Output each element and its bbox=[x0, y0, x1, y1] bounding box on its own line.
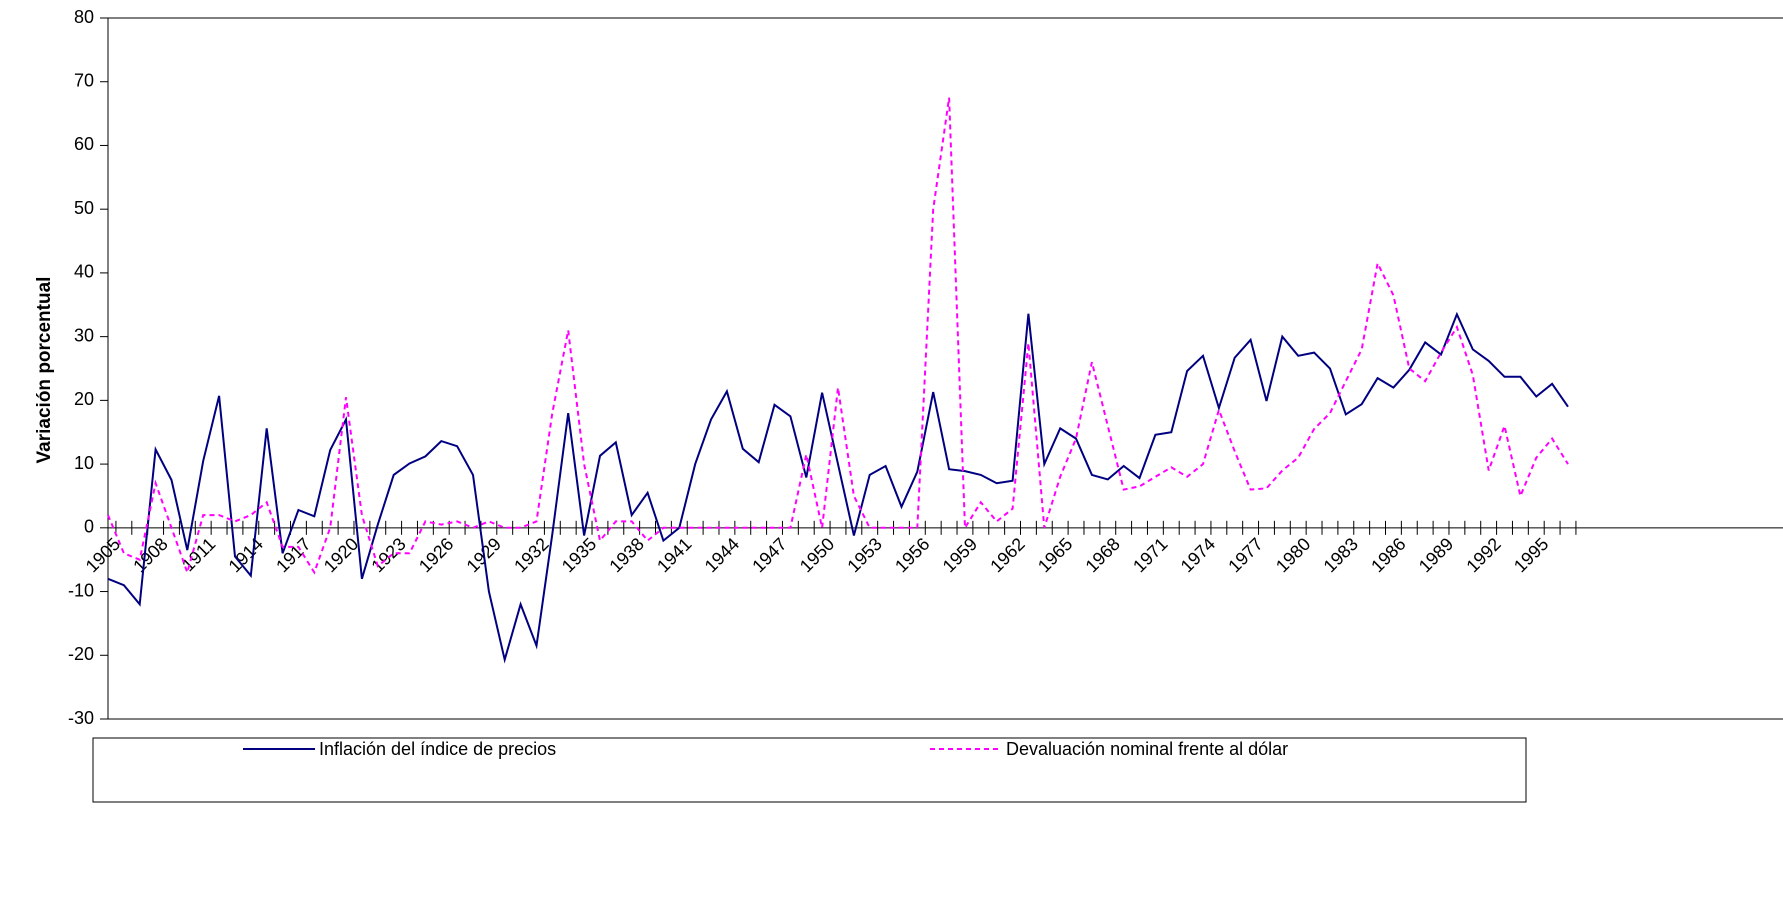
x-tick-label: 1995 bbox=[1510, 534, 1552, 576]
x-tick-label: 1965 bbox=[1034, 534, 1076, 576]
x-tick-label: 1992 bbox=[1462, 534, 1504, 576]
y-tick-label: -30 bbox=[68, 708, 94, 728]
y-tick-label: 20 bbox=[74, 389, 94, 409]
x-tick-label: 1986 bbox=[1367, 534, 1409, 576]
x-tick-label: 1950 bbox=[796, 534, 838, 576]
x-tick-label: 1956 bbox=[891, 534, 933, 576]
legend-box bbox=[92, 737, 1527, 803]
x-tick-label: 1947 bbox=[748, 534, 790, 576]
y-tick-label: 40 bbox=[74, 262, 94, 282]
x-tick-label: 1926 bbox=[415, 534, 457, 576]
x-tick-label: 1905 bbox=[82, 534, 124, 576]
y-tick-label: 50 bbox=[74, 198, 94, 218]
x-tick-label: 1968 bbox=[1082, 534, 1124, 576]
x-tick-label: 1953 bbox=[843, 534, 885, 576]
x-tick-label: 1935 bbox=[558, 534, 600, 576]
y-tick-label: -20 bbox=[68, 644, 94, 664]
x-tick-label: 1959 bbox=[939, 534, 981, 576]
y-tick-label: 60 bbox=[74, 134, 94, 154]
x-tick-label: 1974 bbox=[1177, 534, 1219, 576]
x-tick-label: 1908 bbox=[129, 534, 171, 576]
legend-label: Inflación del índice de precios bbox=[319, 739, 556, 759]
x-tick-label: 1938 bbox=[605, 534, 647, 576]
legend-label: Devaluación nominal frente al dólar bbox=[1006, 739, 1288, 759]
y-tick-label: 0 bbox=[84, 517, 94, 537]
y-tick-label: 10 bbox=[74, 453, 94, 473]
series-line bbox=[107, 311, 1569, 664]
x-tick-label: 1917 bbox=[272, 534, 314, 576]
series-line bbox=[107, 97, 1569, 576]
y-tick-label: -10 bbox=[68, 580, 94, 600]
y-tick-label: 80 bbox=[74, 7, 94, 27]
x-tick-label: 1962 bbox=[986, 534, 1028, 576]
x-tick-label: 1971 bbox=[1129, 534, 1171, 576]
x-tick-label: 1944 bbox=[701, 534, 743, 576]
x-tick-label: 1977 bbox=[1224, 534, 1266, 576]
x-tick-label: 1983 bbox=[1320, 534, 1362, 576]
x-tick-label: 1989 bbox=[1415, 534, 1457, 576]
x-tick-label: 1980 bbox=[1272, 534, 1314, 576]
y-tick-label: 30 bbox=[74, 325, 94, 345]
y-tick-label: 70 bbox=[74, 70, 94, 90]
y-axis-label: Variación porcentual bbox=[34, 277, 55, 464]
x-tick-label: 1941 bbox=[653, 534, 695, 576]
